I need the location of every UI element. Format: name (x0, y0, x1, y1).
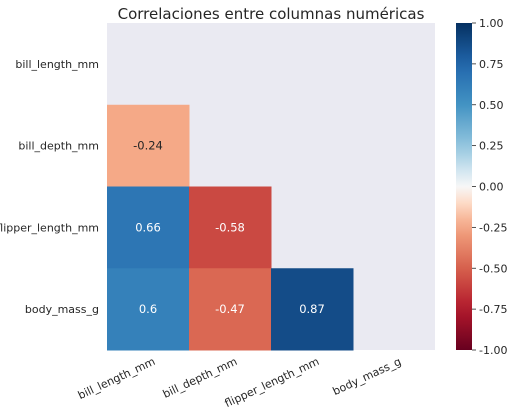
cell-value-label: -0.47 (215, 302, 245, 316)
colorbar-tick-label: -0.50 (479, 262, 507, 275)
colorbar-tick-label: -0.25 (479, 221, 507, 234)
colorbar-tick-label: 0.75 (479, 58, 504, 71)
heatmap-cells: -0.24 0.66 -0.58 0.6 -0.47 0.87 (107, 104, 354, 351)
heatmap-cell (107, 104, 190, 187)
cell-value-label: -0.24 (133, 139, 163, 153)
colorbar-tick-label: 0.25 (479, 140, 504, 153)
colorbar-tick-label: 0.50 (479, 99, 504, 112)
heatmap-cell (271, 268, 354, 351)
y-tick-label: body_mass_g (25, 303, 99, 316)
heatmap-cell (107, 268, 190, 351)
colorbar-tick-label: 0.00 (479, 181, 504, 194)
cell-value-label: 0.66 (135, 220, 161, 234)
cell-value-label: -0.58 (215, 220, 245, 234)
cell-value-label: 0.87 (299, 302, 325, 316)
colorbar-tick-labels: 1.00 0.75 0.50 0.25 0.00 -0.25 -0.50 -0.75 -1.00 (472, 17, 507, 357)
x-axis-tick-labels: bill_length_mm bill_depth_mmflipper_lengt… (76, 355, 403, 410)
colorbar-tick-label: -1.00 (479, 344, 507, 357)
colorbar-tick-label: 1.00 (479, 17, 504, 30)
y-axis-tick-labels: bill_length_mm bill_depth_mm flipper_lengt… (0, 58, 99, 316)
heatmap-cell (107, 186, 190, 269)
y-tick-label: bill_length_mm (15, 58, 99, 71)
x-tick-label: bill_length_mm (76, 355, 157, 402)
x-tick-label: body_mass_g (331, 355, 404, 398)
x-tick-label: bill_depth_mm (161, 355, 240, 401)
heatmap-cell (189, 268, 272, 351)
cell-value-label: 0.6 (139, 302, 157, 316)
chart-title: Correlaciones entre columnas numéricas (118, 5, 425, 23)
y-tick-label: bill_depth_mm (18, 140, 99, 153)
colorbar (456, 23, 472, 350)
colorbar-tick-label: -0.75 (479, 303, 507, 316)
heatmap-cell (189, 186, 272, 269)
y-tick-label: flipper_length_mm (0, 221, 99, 234)
